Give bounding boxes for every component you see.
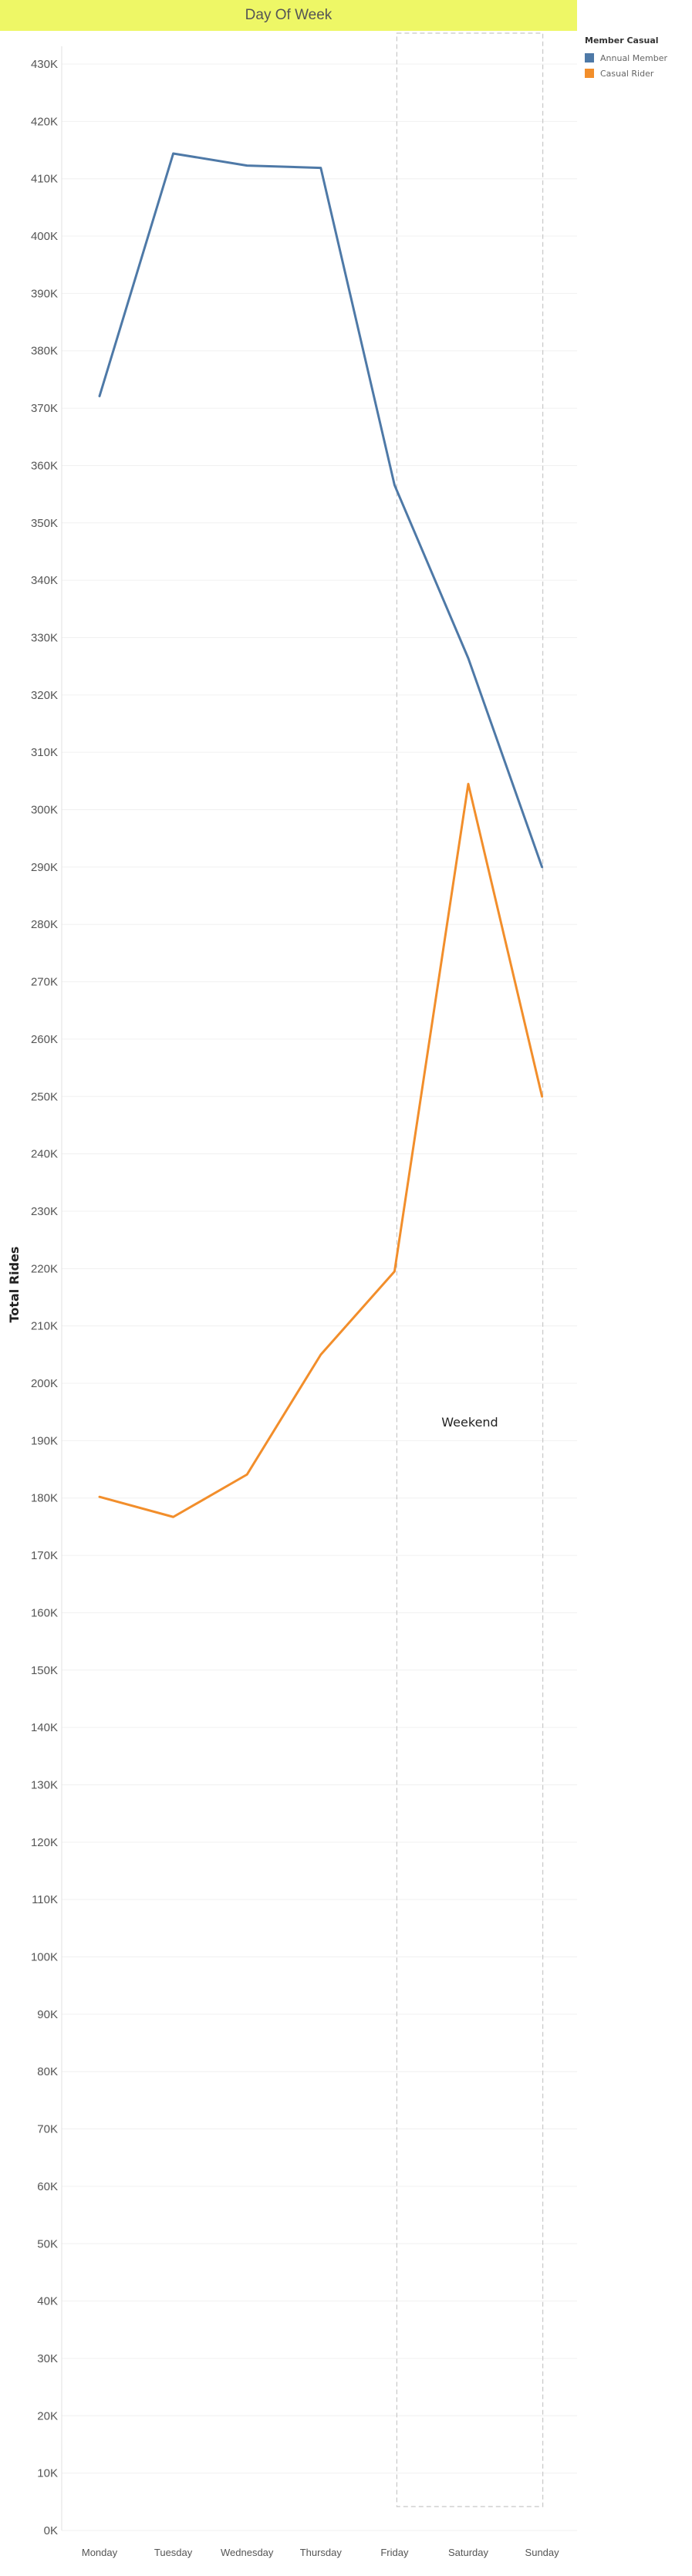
y-tick-label: 100K — [31, 1951, 58, 1964]
y-tick-label: 340K — [31, 574, 58, 587]
y-tick-label: 220K — [31, 1262, 58, 1275]
y-tick-label: 130K — [31, 1778, 58, 1791]
weekend-annotation: Weekend — [396, 32, 544, 2507]
y-tick-label: 300K — [31, 804, 58, 817]
x-tick-label: Saturday — [448, 2547, 489, 2558]
y-tick-label: 150K — [31, 1664, 58, 1677]
data-point[interactable] — [318, 1352, 324, 1358]
y-axis-title: Total Rides — [7, 1247, 22, 1323]
y-tick-label: 290K — [31, 861, 58, 874]
y-tick-label: 410K — [31, 173, 58, 186]
y-tick-label: 10K — [37, 2467, 58, 2480]
y-axis-ticks: 0K 10K 20K 30K 40K 50K 60K 70K 80K 90K 100K 110K 120… — [31, 58, 58, 2537]
legend-swatch-annual-member — [585, 53, 594, 62]
y-tick-label: 60K — [37, 2180, 58, 2193]
legend-label-annual-member: Annual Member — [600, 52, 667, 63]
y-tick-label: 80K — [37, 2065, 58, 2078]
x-axis-ticks: Monday Tuesday Wednesday Thursday Friday Satu… — [82, 2547, 559, 2558]
data-point[interactable] — [465, 781, 471, 787]
y-tick-label: 230K — [31, 1205, 58, 1218]
x-tick-label: Wednesday — [221, 2547, 274, 2558]
series-lines — [96, 150, 545, 1520]
y-tick-label: 0K — [44, 2524, 58, 2537]
y-tick-label: 280K — [31, 918, 58, 931]
y-tick-label: 320K — [31, 689, 58, 702]
legend-title: Member Casual — [585, 35, 659, 46]
data-point[interactable] — [244, 163, 250, 169]
data-point[interactable] — [391, 1268, 397, 1274]
y-tick-label: 170K — [31, 1549, 58, 1562]
y-tick-label: 420K — [31, 115, 58, 128]
y-tick-label: 50K — [37, 2237, 58, 2250]
legend-item-annual-member[interactable]: Annual Member — [585, 50, 685, 66]
y-tick-label: 390K — [31, 287, 58, 300]
series-line-casual-rider[interactable] — [98, 782, 544, 1518]
header-title: Day Of Week — [245, 7, 332, 23]
y-tick-label: 380K — [31, 345, 58, 358]
data-point[interactable] — [96, 1494, 103, 1500]
y-tick-label: 160K — [31, 1606, 58, 1619]
legend-label-casual-rider: Casual Rider — [600, 68, 654, 79]
data-point[interactable] — [96, 393, 103, 399]
data-point[interactable] — [391, 482, 397, 488]
y-tick-label: 110K — [32, 1893, 58, 1906]
y-tick-label: 240K — [31, 1148, 58, 1161]
y-tick-label: 90K — [37, 2008, 58, 2021]
y-tick-label: 70K — [37, 2123, 58, 2136]
y-tick-label: 370K — [31, 402, 58, 415]
x-tick-label: Sunday — [525, 2547, 560, 2558]
legend-item-casual-rider[interactable]: Casual Rider — [585, 66, 685, 81]
y-tick-label: 190K — [31, 1434, 58, 1447]
y-tick-label: 210K — [31, 1320, 58, 1333]
y-tick-label: 140K — [31, 1721, 58, 1734]
y-tick-label: 400K — [31, 230, 58, 243]
y-tick-label: 200K — [31, 1377, 58, 1390]
x-tick-label: Friday — [380, 2547, 409, 2558]
y-tick-label: 40K — [37, 2295, 58, 2308]
y-tick-label: 20K — [37, 2409, 58, 2422]
y-tick-label: 250K — [31, 1090, 58, 1103]
series-line-annual-member[interactable] — [98, 152, 544, 869]
y-tick-label: 330K — [31, 631, 58, 644]
y-tick-label: 270K — [31, 976, 58, 989]
y-tick-label: 310K — [31, 746, 58, 759]
weekend-label: Weekend — [441, 1415, 498, 1430]
y-tick-label: 350K — [31, 517, 58, 530]
x-tick-label: Monday — [82, 2547, 118, 2558]
data-point[interactable] — [244, 1471, 250, 1477]
weekend-band — [396, 32, 544, 2507]
legend: Member Casual Annual Member Casual Rider — [585, 35, 685, 81]
x-tick-label: Thursday — [300, 2547, 343, 2558]
data-point[interactable] — [318, 165, 324, 171]
data-point[interactable] — [170, 150, 177, 157]
y-tick-label: 30K — [37, 2352, 58, 2365]
x-tick-label: Tuesday — [154, 2547, 193, 2558]
y-tick-label: 260K — [31, 1033, 58, 1046]
y-tick-label: 360K — [31, 459, 58, 472]
gridlines — [61, 46, 577, 2531]
y-tick-label: 180K — [31, 1492, 58, 1505]
data-point[interactable] — [539, 1093, 545, 1099]
chart-header: Day Of Week — [0, 0, 577, 31]
data-point[interactable] — [170, 1514, 177, 1520]
data-point[interactable] — [465, 655, 471, 661]
y-tick-label: 430K — [31, 58, 58, 71]
y-tick-label: 120K — [31, 1836, 58, 1849]
data-point[interactable] — [539, 864, 545, 870]
legend-swatch-casual-rider — [585, 69, 594, 78]
